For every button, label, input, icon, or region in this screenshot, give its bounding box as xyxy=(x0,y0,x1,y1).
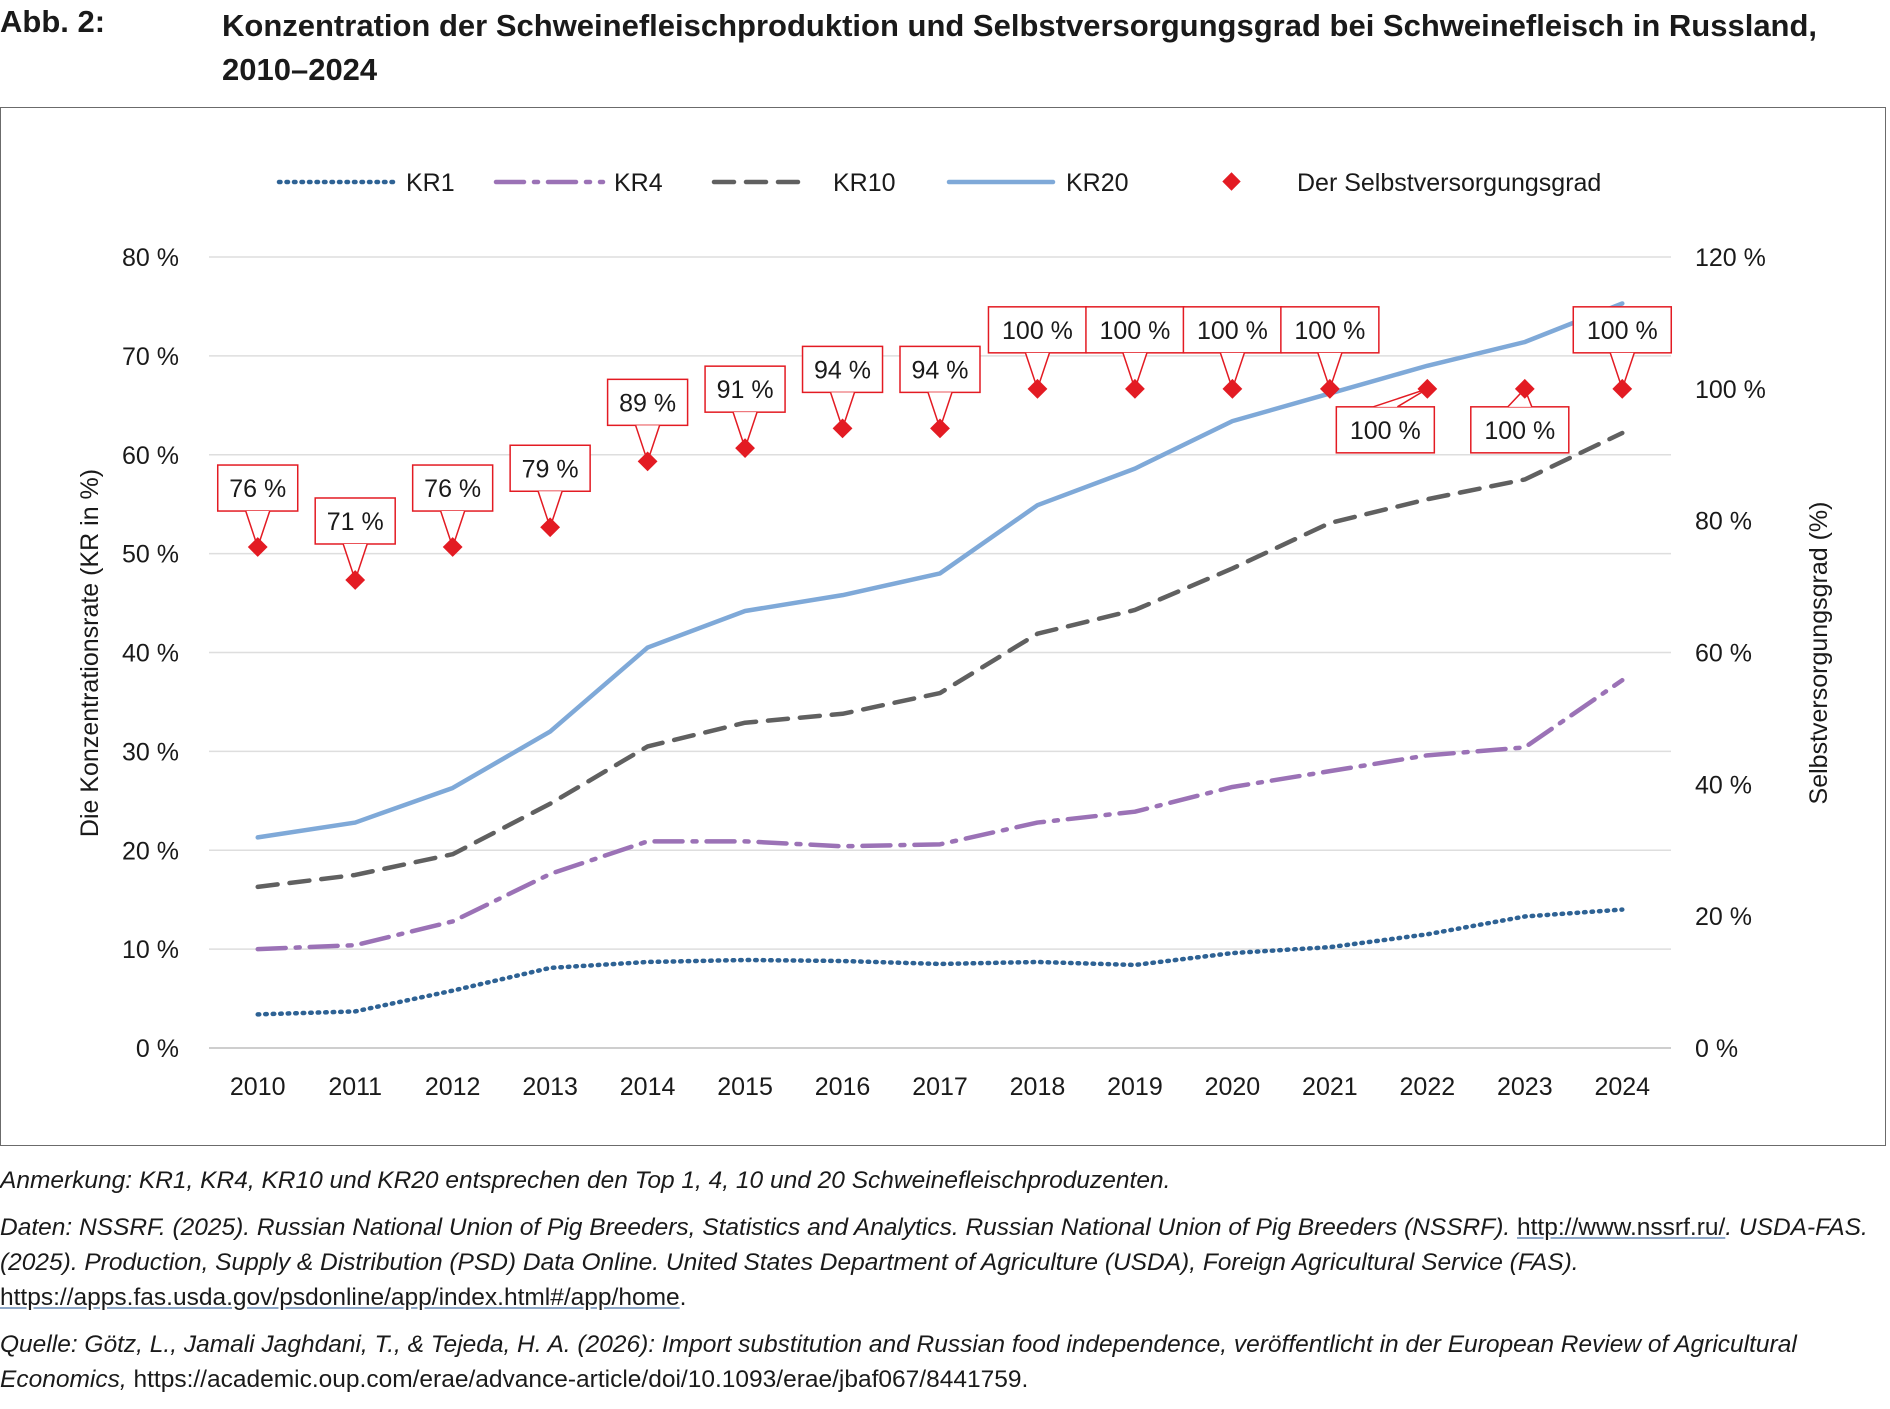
quelle-link[interactable]: https://academic.oup.com/erae/advance-ar… xyxy=(133,1366,1029,1393)
legend-label: Der Selbstversorgungsgrad xyxy=(1297,169,1601,197)
note-anmerkung: Anmerkung: KR1, KR4, KR10 und KR20 entsp… xyxy=(0,1167,1171,1194)
legend-label: KR1 xyxy=(406,169,455,197)
data-label: 100 % xyxy=(1197,317,1268,345)
series-line-kr1 xyxy=(255,907,1625,1017)
self-sufficiency-marker xyxy=(735,438,755,459)
data-label: 94 % xyxy=(912,356,969,384)
self-sufficiency-marker xyxy=(1027,378,1048,399)
y-left-tick-label: 20 % xyxy=(122,837,179,865)
line-chart: 0 % 10 % 20 % 30 % 40 % 50 % 60 % 70 % 80 % 0 % 20… xyxy=(76,169,1833,1101)
series-line-kr20 xyxy=(255,301,1625,840)
data-label: 76 % xyxy=(424,475,481,503)
data-callout-box xyxy=(411,464,494,512)
x-tick-label: 2022 xyxy=(1400,1073,1456,1101)
y-left-tick-label: 80 % xyxy=(122,244,179,272)
y-left-tick-label: 60 % xyxy=(122,442,179,470)
data-callout-box xyxy=(509,444,591,493)
x-tick-label: 2019 xyxy=(1107,1073,1163,1101)
y-left-tick-label: 0 % xyxy=(136,1035,179,1063)
y-right-tick-label: 100 % xyxy=(1695,376,1766,404)
y-left-axis-title: Die Konzentrationsrate (KR in %) xyxy=(76,469,104,837)
x-tick-label: 2010 xyxy=(230,1073,286,1101)
y-right-axis-title: Selbstversorgungsgrad (%) xyxy=(1805,502,1833,805)
y-right-tick-label: 80 % xyxy=(1695,508,1752,536)
y-right-tick-label: 60 % xyxy=(1695,640,1752,668)
data-label: 100 % xyxy=(1350,417,1421,445)
data-label: 71 % xyxy=(327,508,384,536)
y-right-tick-label: 40 % xyxy=(1695,771,1752,799)
data-label: 100 % xyxy=(1587,317,1658,345)
x-tick-label: 2023 xyxy=(1497,1073,1553,1101)
legend-label: KR10 xyxy=(833,169,896,197)
y-left-tick-label: 70 % xyxy=(122,343,179,371)
self-sufficiency-marker xyxy=(1417,378,1438,399)
data-callout-box xyxy=(987,306,1088,354)
data-label: 100 % xyxy=(1099,317,1170,345)
daten-text-1: Daten: NSSRF. (2025). Russian National U… xyxy=(0,1214,1511,1241)
self-sufficiency-marker xyxy=(1222,378,1243,399)
data-callout-box xyxy=(704,365,786,413)
data-callout-box xyxy=(1572,306,1673,354)
x-tick-label: 2021 xyxy=(1302,1073,1358,1101)
data-label: 79 % xyxy=(522,455,579,483)
legend-label: KR4 xyxy=(614,169,663,197)
daten-end: . xyxy=(679,1284,687,1311)
data-label: 94 % xyxy=(814,356,871,384)
quelle-text: Quelle: Götz, L., Jamali Jaghdani, T., &… xyxy=(0,1331,1797,1393)
y-right-tick-label: 120 % xyxy=(1695,244,1766,272)
self-sufficiency-marker xyxy=(1125,378,1145,399)
data-label: 100 % xyxy=(1484,417,1555,445)
daten-text-2: . USDA-FAS. (2025). Production, Supply &… xyxy=(0,1214,1868,1276)
series-line-kr4 xyxy=(255,677,1625,952)
x-tick-label: 2024 xyxy=(1594,1073,1650,1101)
chart-frame: 0 % 10 % 20 % 30 % 40 % 50 % 60 % 70 % 80 % 0 % 20… xyxy=(0,107,1886,1146)
self-sufficiency-marker xyxy=(1514,378,1535,399)
x-tick-label: 2014 xyxy=(620,1073,676,1101)
y-left-tick-label: 30 % xyxy=(122,738,179,766)
series-line-kr10 xyxy=(255,430,1625,890)
data-label: 100 % xyxy=(1002,317,1073,345)
self-sufficiency-marker xyxy=(637,451,658,472)
legend-marker-selbstversorgungsgrad xyxy=(1222,172,1241,191)
data-callout-box xyxy=(216,464,299,512)
notes: Anmerkung: KR1, KR4, KR10 und KR20 entsp… xyxy=(0,1163,1888,1409)
note-daten: Daten: NSSRF. (2025). Russian National U… xyxy=(0,1210,1888,1315)
legend-label: KR20 xyxy=(1066,169,1129,197)
x-tick-label: 2020 xyxy=(1205,1073,1261,1101)
x-tick-label: 2015 xyxy=(717,1073,773,1101)
data-label: 76 % xyxy=(229,475,286,503)
x-tick-label: 2013 xyxy=(522,1073,578,1101)
x-tick-label: 2018 xyxy=(1010,1073,1066,1101)
self-sufficiency-marker xyxy=(930,418,950,439)
y-left-tick-label: 10 % xyxy=(122,936,179,964)
note-quelle: Quelle: Götz, L., Jamali Jaghdani, T., &… xyxy=(0,1327,1888,1397)
x-tick-label: 2012 xyxy=(425,1073,481,1101)
x-tick-label: 2017 xyxy=(912,1073,968,1101)
self-sufficiency-marker xyxy=(1612,378,1633,399)
data-label: 89 % xyxy=(619,389,676,417)
x-tick-label: 2016 xyxy=(815,1073,871,1101)
data-callout-box xyxy=(1085,306,1185,354)
self-sufficiency-marker xyxy=(345,570,366,590)
data-callout-box xyxy=(1335,406,1436,454)
y-right-tick-label: 0 % xyxy=(1695,1035,1738,1063)
figure-label: Abb. 2: xyxy=(0,4,106,39)
data-callout-pointer xyxy=(1373,388,1428,408)
data-label: 91 % xyxy=(717,376,774,404)
figure-title: Konzentration der Schweinefleischprodukt… xyxy=(222,8,1818,87)
usda-link[interactable]: https://apps.fas.usda.gov/psdonline/app/… xyxy=(0,1284,680,1311)
nssrf-link[interactable]: http://www.nssrf.ru/ xyxy=(1516,1214,1726,1241)
data-callout-box xyxy=(899,345,981,394)
self-sufficiency-marker xyxy=(442,537,463,557)
x-tick-label: 2011 xyxy=(328,1073,382,1101)
y-left-tick-label: 40 % xyxy=(122,640,179,668)
data-callout-box xyxy=(1280,306,1380,354)
y-left-tick-label: 50 % xyxy=(122,541,179,569)
self-sufficiency-marker xyxy=(832,418,853,439)
data-callout-box xyxy=(606,378,689,427)
self-sufficiency-marker xyxy=(1319,378,1340,399)
y-right-tick-label: 20 % xyxy=(1695,903,1752,931)
data-label: 100 % xyxy=(1294,317,1365,345)
self-sufficiency-marker xyxy=(540,517,561,538)
